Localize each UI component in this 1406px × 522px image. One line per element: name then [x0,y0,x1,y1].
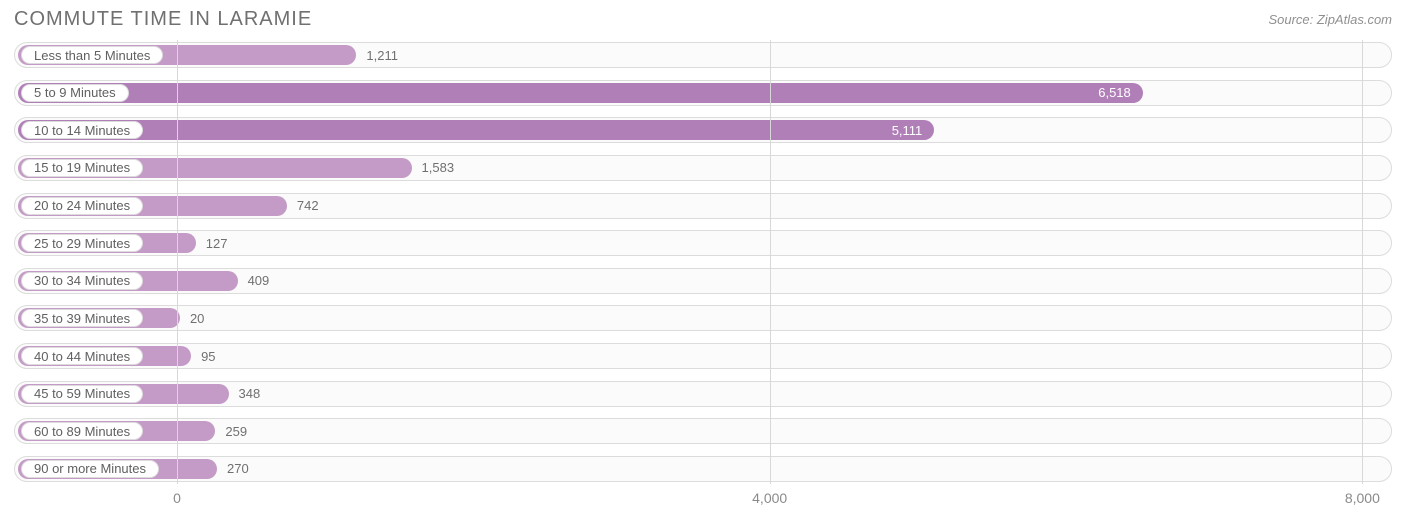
chart-source: Source: ZipAtlas.com [1268,12,1392,27]
value-label: 20 [190,303,204,333]
value-label: 409 [248,266,270,296]
value-label: 259 [225,416,247,446]
bar-row: 10 to 14 Minutes 5,111 [14,115,1392,145]
value-label: 95 [201,341,215,371]
category-label: 45 to 59 Minutes [21,385,143,403]
gridline [770,40,771,484]
value-label: 1,583 [422,153,455,183]
x-tick-label: 4,000 [752,490,787,506]
category-label: 60 to 89 Minutes [21,422,143,440]
bar-track [14,418,1392,444]
bar-row: 35 to 39 Minutes 20 [14,303,1392,333]
value-label: 6,518 [1098,78,1131,108]
bar-row: 60 to 89 Minutes 259 [14,416,1392,446]
bar-track [14,456,1392,482]
category-label: 90 or more Minutes [21,460,159,478]
category-label: 40 to 44 Minutes [21,347,143,365]
category-label: 30 to 34 Minutes [21,272,143,290]
value-label: 742 [297,191,319,221]
bar-row: 45 to 59 Minutes 348 [14,379,1392,409]
chart-plot-area: Less than 5 Minutes 1,211 5 to 9 Minutes 6,… [14,40,1392,484]
value-label: 1,211 [366,40,398,70]
chart-title: COMMUTE TIME IN LARAMIE [14,8,312,31]
bar-row: 30 to 34 Minutes 409 [14,266,1392,296]
x-tick-label: 0 [173,490,181,506]
category-label: Less than 5 Minutes [21,46,163,64]
bar-row: 25 to 29 Minutes 127 [14,228,1392,258]
value-label: 127 [206,228,228,258]
bar-track [14,305,1392,331]
bar-row: 90 or more Minutes 270 [14,454,1392,484]
bar-track [14,343,1392,369]
bar-row: 40 to 44 Minutes 95 [14,341,1392,371]
bar [18,120,934,140]
gridline [1362,40,1363,484]
bar-row: 20 to 24 Minutes 742 [14,191,1392,221]
bar-row: Less than 5 Minutes 1,211 [14,40,1392,70]
bar [18,83,1143,103]
bar-row: 5 to 9 Minutes 6,518 [14,78,1392,108]
category-label: 5 to 9 Minutes [21,84,129,102]
category-label: 20 to 24 Minutes [21,197,143,215]
x-axis: 0 4,000 8,000 [14,490,1392,510]
value-label: 348 [239,379,261,409]
x-tick-label: 8,000 [1345,490,1380,506]
value-label: 5,111 [892,115,923,145]
gridline [177,40,178,484]
value-label: 270 [227,454,249,484]
category-label: 25 to 29 Minutes [21,234,143,252]
bar-row: 15 to 19 Minutes 1,583 [14,153,1392,183]
category-label: 10 to 14 Minutes [21,121,143,139]
category-label: 15 to 19 Minutes [21,159,143,177]
category-label: 35 to 39 Minutes [21,309,143,327]
